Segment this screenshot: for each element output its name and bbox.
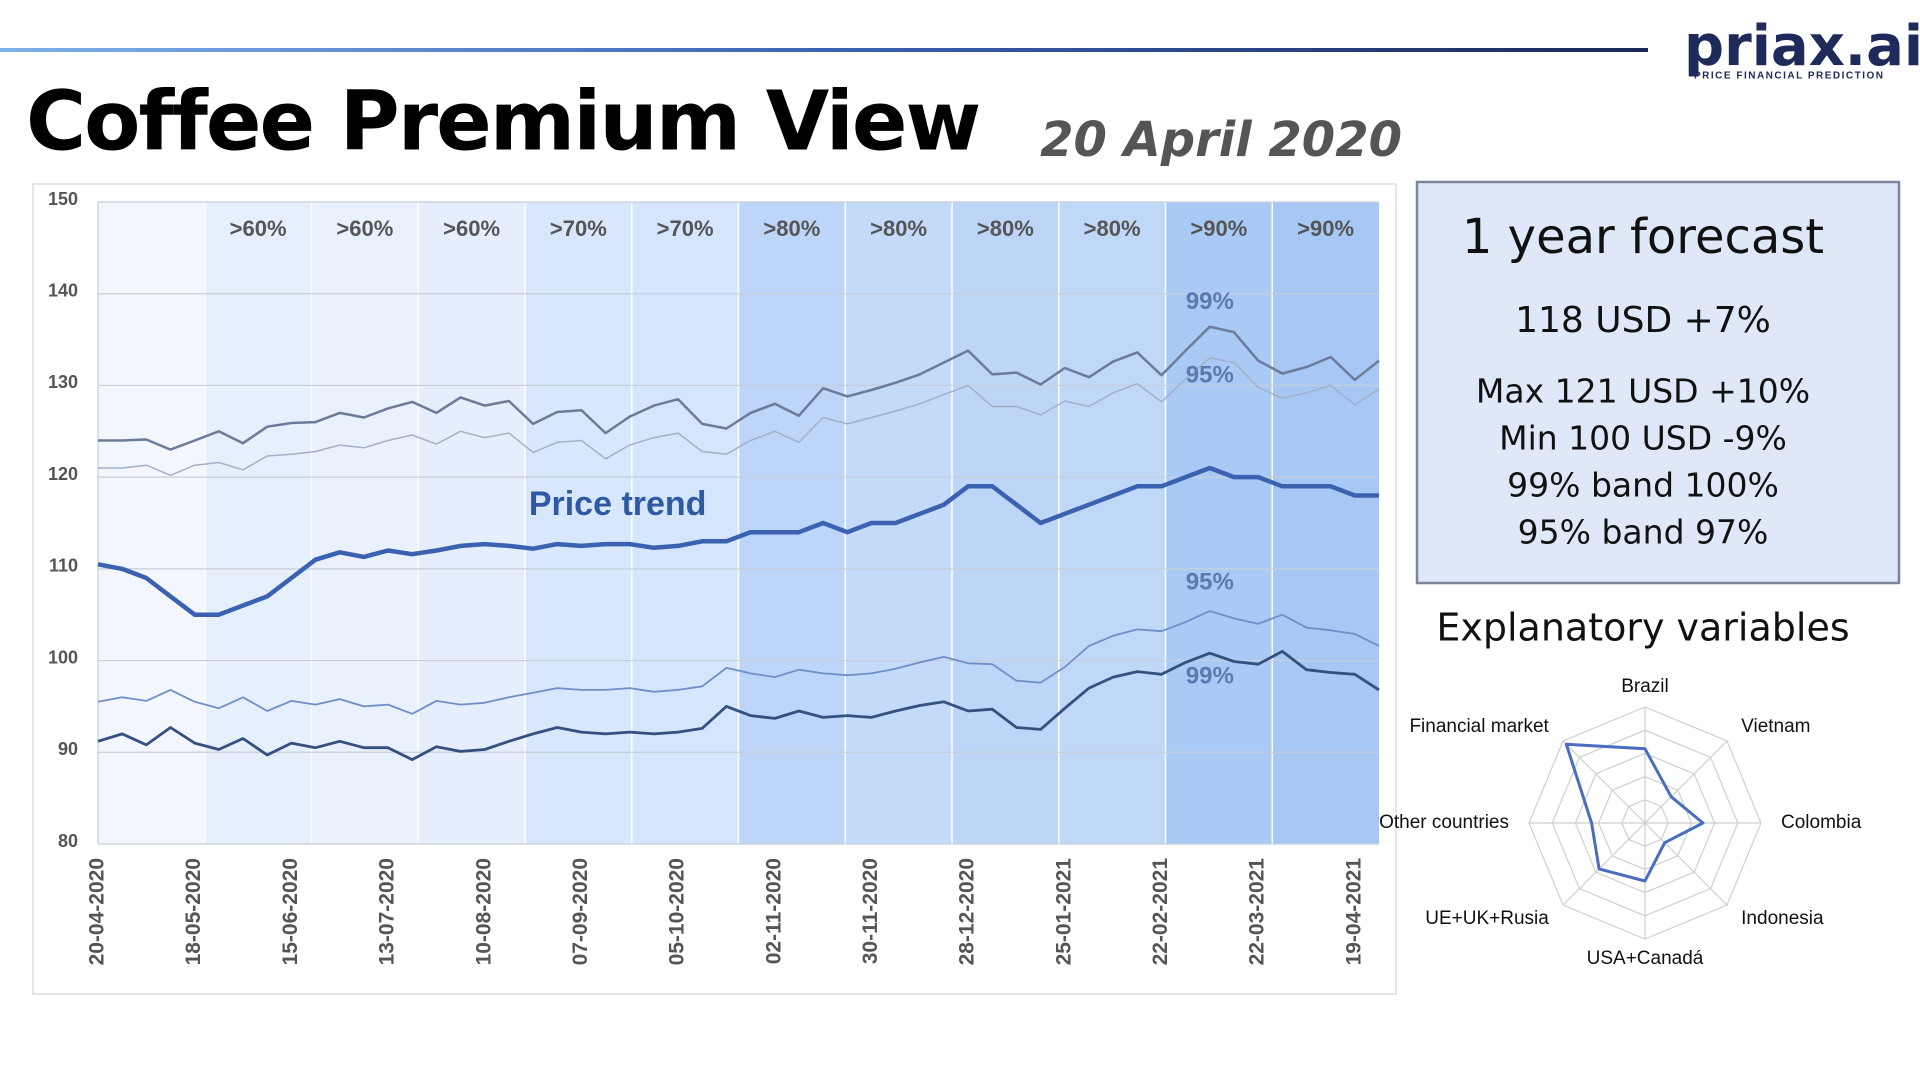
x-tick-label: 19-04-2021 [1342, 858, 1365, 966]
x-tick-label: 25-01-2021 [1052, 858, 1075, 966]
series-label: 99% [1186, 288, 1234, 315]
radar-axis-label: Vietnam [1741, 716, 1810, 737]
radar-axis-label: Financial market [1409, 716, 1549, 737]
x-tick-label: 30-11-2020 [859, 858, 882, 964]
series-label: 95% [1186, 361, 1234, 388]
radar-axis-label: Colombia [1781, 812, 1862, 833]
header-rule [0, 48, 1648, 52]
band-label: >80% [977, 216, 1034, 241]
band-label: >90% [1297, 216, 1354, 241]
y-tick-label: 140 [48, 280, 78, 300]
radar-spoke [1562, 740, 1646, 824]
line-chart: >60% >60% >60% >70% >70% >80% >80% >80% >80% >90%… [48, 189, 1380, 966]
y-tick-label: 100 [48, 647, 78, 667]
x-tick-label: 20-04-2020 [86, 858, 109, 965]
x-tick-label: 18-05-2020 [182, 858, 205, 965]
forecast-headline: 118 USD +7% [1515, 300, 1771, 341]
probability-band [204, 202, 312, 844]
x-tick-label: 07-09-2020 [569, 858, 592, 965]
band-label: >80% [870, 216, 927, 241]
report-date: 20 April 2020 [1040, 112, 1402, 168]
y-tick-label: 150 [48, 189, 78, 209]
band-label: >70% [657, 216, 714, 241]
probability-band [631, 202, 739, 844]
series-label: 95% [1186, 568, 1234, 595]
forecast-lines: Max 121 USD +10% Min 100 USD -9% 99% band … [1476, 372, 1810, 552]
forecast-line: Min 100 USD -9% [1499, 419, 1787, 458]
x-tick-label: 05-10-2020 [666, 858, 689, 965]
band-label: >80% [1084, 216, 1141, 241]
y-tick-label: 80 [58, 831, 78, 851]
x-tick-label: 15-06-2020 [279, 858, 302, 965]
forecast-line: Max 121 USD +10% [1476, 372, 1810, 411]
radar-axis-label: USA+Canadá [1587, 948, 1704, 969]
forecast-title: 1 year forecast [1462, 209, 1824, 265]
probability-band [1058, 202, 1166, 844]
band-label: >70% [550, 216, 607, 241]
series-line [98, 325, 1380, 451]
radar-spoke [1644, 822, 1728, 906]
series-line [98, 357, 1380, 477]
radar-series [1564, 742, 1705, 883]
x-tick-label: 02-11-2020 [762, 858, 785, 964]
band-label: >60% [230, 216, 287, 241]
forecast-line: 99% band 100% [1507, 466, 1779, 505]
probability-band [1165, 202, 1273, 844]
x-tick-label: 22-02-2021 [1149, 858, 1172, 966]
radar-title: Explanatory variables [1436, 606, 1849, 650]
radar-spoke [1644, 740, 1728, 824]
page-title: Coffee Premium View [26, 74, 979, 169]
radar-axis-label: Brazil [1621, 676, 1669, 697]
x-tick-label: 28-12-2020 [956, 858, 979, 965]
series-label: Price trend [529, 485, 707, 523]
forecast-line: 95% band 97% [1518, 513, 1769, 552]
x-tick-label: 22-03-2021 [1246, 858, 1269, 966]
radar-chart: Brazil Vietnam Colombia Indonesia USA+Canadá… [1379, 676, 1862, 969]
radar-spoke [1562, 822, 1646, 906]
x-tick-label: 10-08-2020 [472, 858, 495, 965]
logo: priax.ai [1684, 14, 1920, 79]
probability-band [418, 202, 525, 844]
series-line [97, 465, 1379, 617]
band-label: >60% [336, 216, 393, 241]
band-label: >80% [763, 216, 820, 241]
y-tick-label: 110 [49, 556, 78, 576]
band-label: >60% [443, 216, 500, 241]
probability-band [525, 202, 632, 844]
series-line [97, 610, 1380, 715]
radar-axis-label: UE+UK+Rusia [1425, 908, 1549, 929]
probability-band [1272, 202, 1379, 844]
x-tick-label: 13-07-2020 [376, 858, 399, 965]
probability-band [98, 202, 205, 844]
radar-axis-label: Other countries [1379, 812, 1509, 833]
probability-band [311, 202, 419, 844]
y-tick-label: 130 [48, 372, 78, 392]
radar-axis-label: Indonesia [1741, 908, 1824, 929]
y-tick-label: 90 [58, 739, 78, 759]
series-line [97, 650, 1380, 761]
logo-tagline: PRICE FINANCIAL PREDICTION [1694, 71, 1885, 82]
forecast-box [1415, 180, 1901, 585]
y-tick-label: 120 [48, 464, 78, 484]
band-label: >90% [1190, 216, 1247, 241]
series-label: 99% [1186, 663, 1234, 690]
